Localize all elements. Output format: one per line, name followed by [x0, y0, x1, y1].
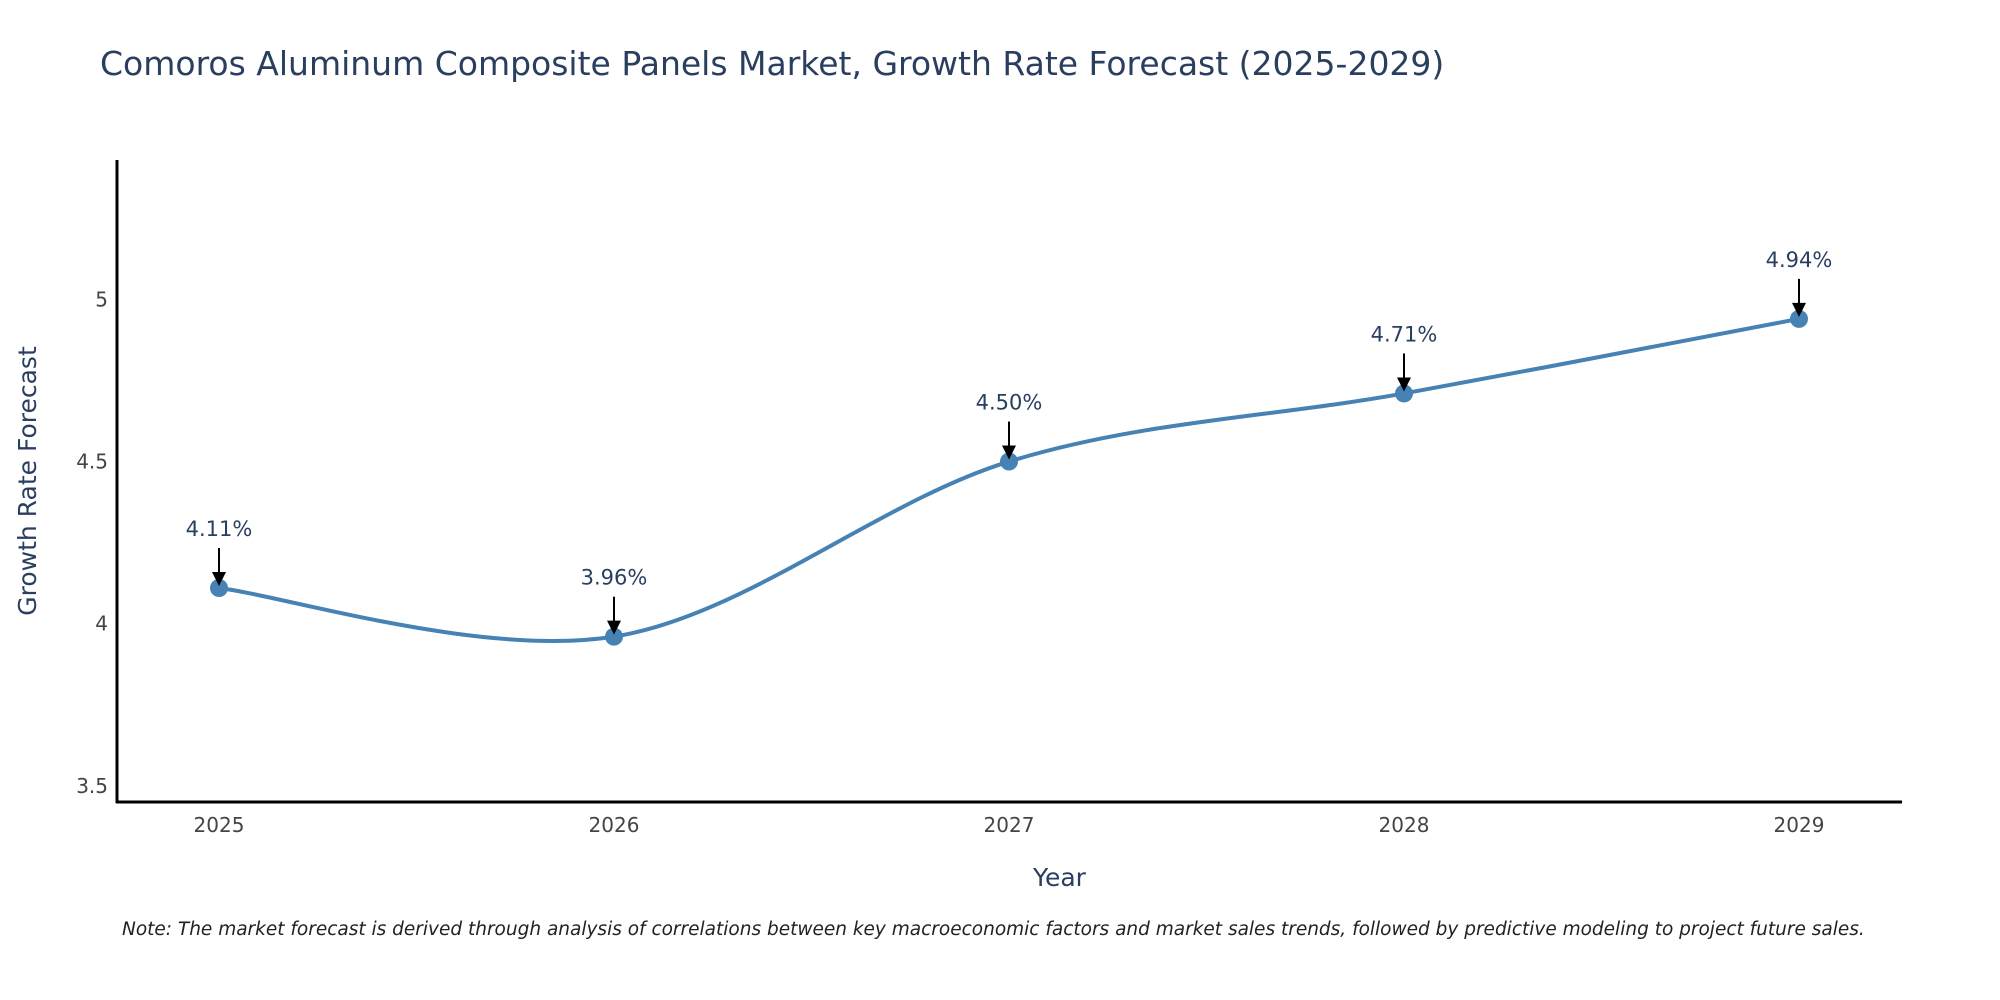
x-tick-label: 2026	[589, 813, 640, 837]
x-tick-label: 2027	[984, 813, 1035, 837]
y-tick-label: 3.5	[76, 774, 108, 798]
annotation-arrow-head	[1792, 302, 1806, 317]
annotation-arrow-head	[1002, 445, 1016, 460]
x-axis-title: Year	[1032, 863, 1087, 892]
chart-title: Comoros Aluminum Composite Panels Market…	[100, 44, 1445, 83]
axes	[115, 160, 1902, 804]
annotation-arrow-head	[607, 620, 621, 635]
data-label: 4.71%	[1371, 322, 1438, 346]
data-point	[605, 627, 623, 646]
data-point	[210, 579, 228, 597]
y-tick-label: 4.5	[76, 450, 108, 474]
data-label: 4.50%	[976, 391, 1043, 415]
y-tick-label: 4	[95, 612, 108, 636]
x-tick-label: 2028	[1379, 813, 1430, 837]
data-point	[1790, 309, 1808, 328]
series-line	[218, 316, 1800, 644]
y-ticks: 3.5 4 4.5 5	[76, 287, 108, 797]
annotation-arrow-head	[1397, 377, 1411, 392]
y-tick-label: 5	[95, 287, 108, 311]
data-label: 3.96%	[581, 566, 648, 590]
y-axis-title: Growth Rate Forecast	[13, 346, 42, 616]
x-ticks: 2025 2026 2027 2028 2029	[194, 813, 1825, 837]
x-tick-label: 2025	[194, 813, 245, 837]
annotation-arrow-head	[212, 572, 226, 586]
data-point	[1395, 384, 1413, 403]
series	[210, 309, 1808, 646]
data-label: 4.11%	[186, 517, 253, 541]
footnote: Note: The market forecast is derived thr…	[122, 919, 1865, 940]
x-tick-label: 2029	[1774, 813, 1825, 837]
data-label: 4.94%	[1766, 248, 1833, 272]
data-point	[1000, 452, 1018, 471]
annotations: 4.11% 3.96% 4.50% 4.71% 4.94%	[186, 248, 1833, 635]
